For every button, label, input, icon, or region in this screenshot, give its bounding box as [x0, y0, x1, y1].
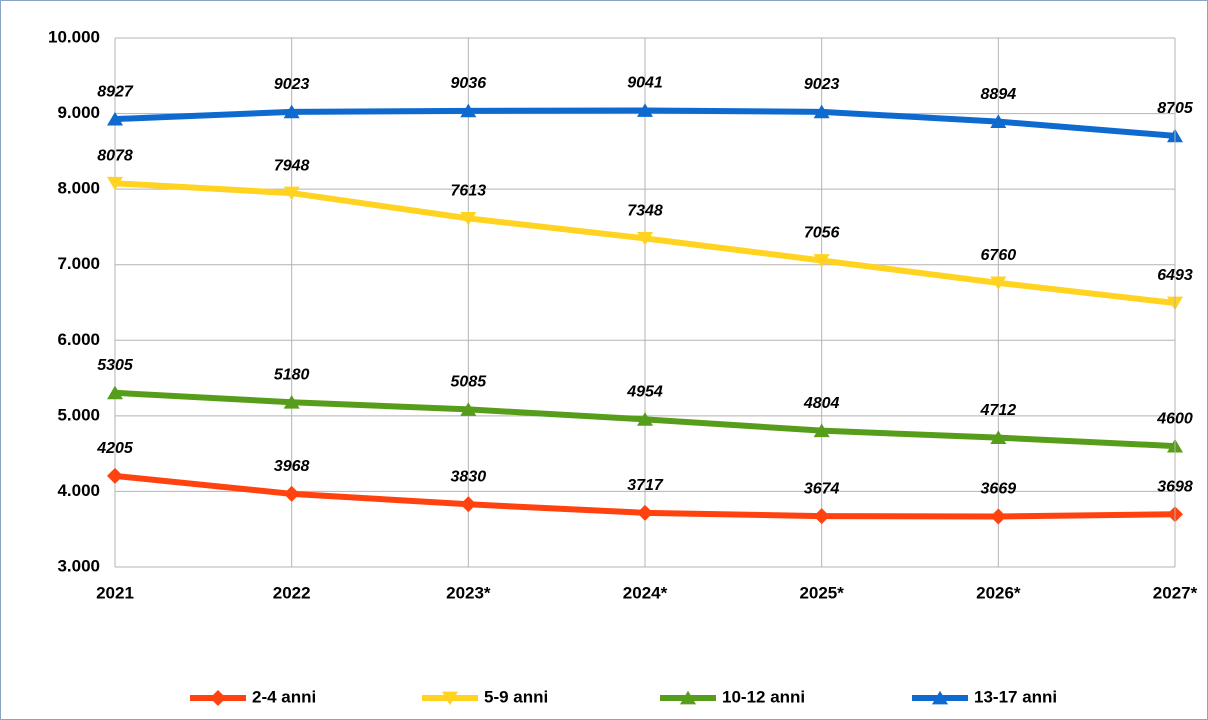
marker	[990, 114, 1007, 128]
marker	[990, 276, 1007, 291]
marker	[107, 176, 123, 191]
value-label: 3830	[451, 468, 487, 485]
marker	[637, 504, 653, 521]
marker	[107, 467, 123, 484]
marker	[460, 103, 477, 118]
marker	[932, 690, 948, 705]
marker	[107, 385, 123, 400]
y-tick-label: 9.000	[57, 103, 100, 122]
marker	[637, 232, 653, 246]
marker	[283, 485, 300, 502]
value-label: 4205	[96, 440, 134, 457]
value-label: 3669	[981, 481, 1017, 498]
x-tick-label: 2025*	[799, 583, 844, 602]
value-label: 9023	[274, 76, 310, 93]
x-tick-label: 2026*	[976, 583, 1021, 602]
y-tick-label: 3.000	[57, 556, 100, 575]
marker	[283, 104, 300, 119]
legend-label: 2-4 anni	[252, 687, 316, 706]
x-tick-label: 2023*	[446, 583, 491, 602]
y-tick-label: 4.000	[57, 481, 100, 500]
marker	[990, 430, 1007, 445]
value-label: 4712	[980, 402, 1017, 419]
marker	[460, 211, 477, 226]
legend-label: 10-12 anni	[722, 687, 805, 706]
value-label: 9036	[451, 75, 487, 92]
marker	[680, 690, 696, 705]
marker	[813, 104, 830, 119]
marker	[107, 111, 123, 126]
value-label: 9041	[627, 75, 663, 92]
marker	[813, 508, 830, 525]
y-tick-label: 10.000	[48, 27, 100, 46]
value-label: 7613	[451, 183, 487, 200]
legend-label: 5-9 anni	[484, 687, 548, 706]
value-label: 5085	[451, 374, 488, 391]
value-label: 3674	[804, 480, 840, 497]
marker	[990, 508, 1007, 525]
marker	[637, 412, 653, 426]
legend-label: 13-17 anni	[974, 687, 1057, 706]
y-tick-label: 8.000	[57, 179, 100, 198]
value-label: 8927	[97, 83, 134, 100]
x-tick-label: 2021	[96, 583, 134, 602]
value-label: 9023	[804, 76, 840, 93]
value-label: 4804	[803, 395, 840, 412]
x-tick-label: 2027*	[1153, 583, 1198, 602]
x-tick-label: 2024*	[623, 583, 668, 602]
value-label: 7348	[627, 203, 663, 220]
value-label: 3717	[627, 477, 664, 494]
marker	[460, 402, 477, 416]
x-tick-label: 2022	[273, 583, 311, 602]
marker	[442, 691, 458, 706]
marker	[283, 186, 300, 201]
value-label: 8705	[1157, 100, 1194, 117]
marker	[813, 423, 830, 438]
marker	[637, 103, 653, 117]
value-label: 4954	[626, 384, 663, 401]
value-label: 8894	[981, 86, 1017, 103]
y-tick-label: 6.000	[57, 330, 100, 349]
value-label: 5180	[274, 366, 310, 383]
value-label: 7056	[804, 225, 840, 242]
value-label: 5305	[97, 357, 134, 374]
value-label: 6760	[981, 247, 1017, 264]
y-tick-label: 7.000	[57, 254, 100, 273]
value-label: 8078	[97, 147, 133, 164]
y-tick-label: 5.000	[57, 405, 100, 424]
marker	[283, 395, 300, 409]
value-label: 7948	[274, 157, 310, 174]
marker	[210, 690, 226, 706]
marker	[813, 254, 830, 268]
marker	[460, 496, 477, 513]
value-label: 3968	[274, 458, 310, 475]
